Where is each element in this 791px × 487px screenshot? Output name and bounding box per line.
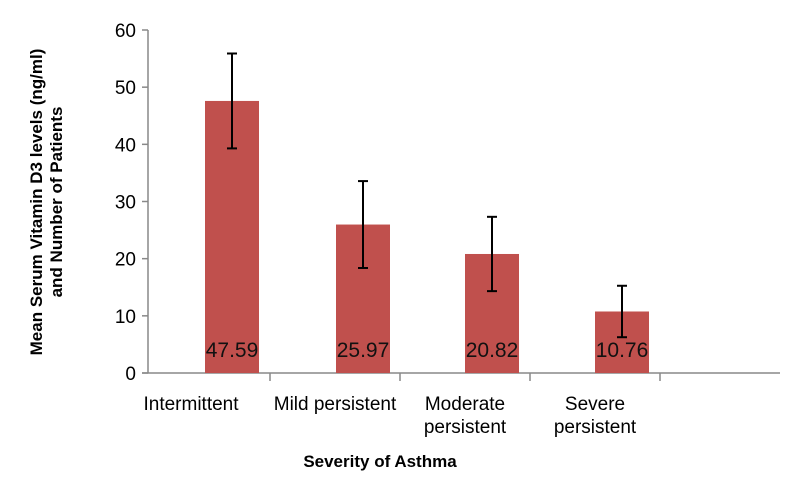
x-axis-title: Severity of Asthma xyxy=(303,452,457,471)
y-tick-label: 60 xyxy=(115,21,136,42)
x-tick-label: Moderate xyxy=(425,394,505,415)
data-label: 47.59 xyxy=(206,339,259,362)
y-tick-label: 20 xyxy=(115,250,136,271)
y-axis-title-line-1: Mean Serum Vitamin D3 levels (ng/ml) xyxy=(27,49,46,356)
data-label: 20.82 xyxy=(466,339,519,362)
y-tick-label: 10 xyxy=(115,307,136,328)
data-label: 25.97 xyxy=(337,339,390,362)
y-axis: 0 10 20 30 40 50 60 xyxy=(115,21,149,385)
y-tick-label: 0 xyxy=(125,364,136,385)
y-axis-title: Mean Serum Vitamin D3 levels (ng/ml) and… xyxy=(27,49,66,356)
x-tick-label: persistent xyxy=(424,417,507,438)
y-tick-label: 40 xyxy=(115,135,136,156)
y-axis-title-line-2: and Number of Patients xyxy=(47,107,66,298)
x-tick-label: Mild persistent xyxy=(274,394,397,415)
y-tick-label: 50 xyxy=(115,78,136,99)
data-label: 10.76 xyxy=(596,339,649,362)
x-axis: Intermittent Mild persistent Moderatepersi… xyxy=(142,372,780,438)
x-tick-label: Intermittent xyxy=(143,394,239,415)
x-tick-label: Severe xyxy=(565,394,625,415)
bars: 47.59 25.97 20.82 10.76 xyxy=(205,52,649,373)
y-tick-label: 30 xyxy=(115,193,136,214)
x-tick-label: persistent xyxy=(554,417,637,438)
